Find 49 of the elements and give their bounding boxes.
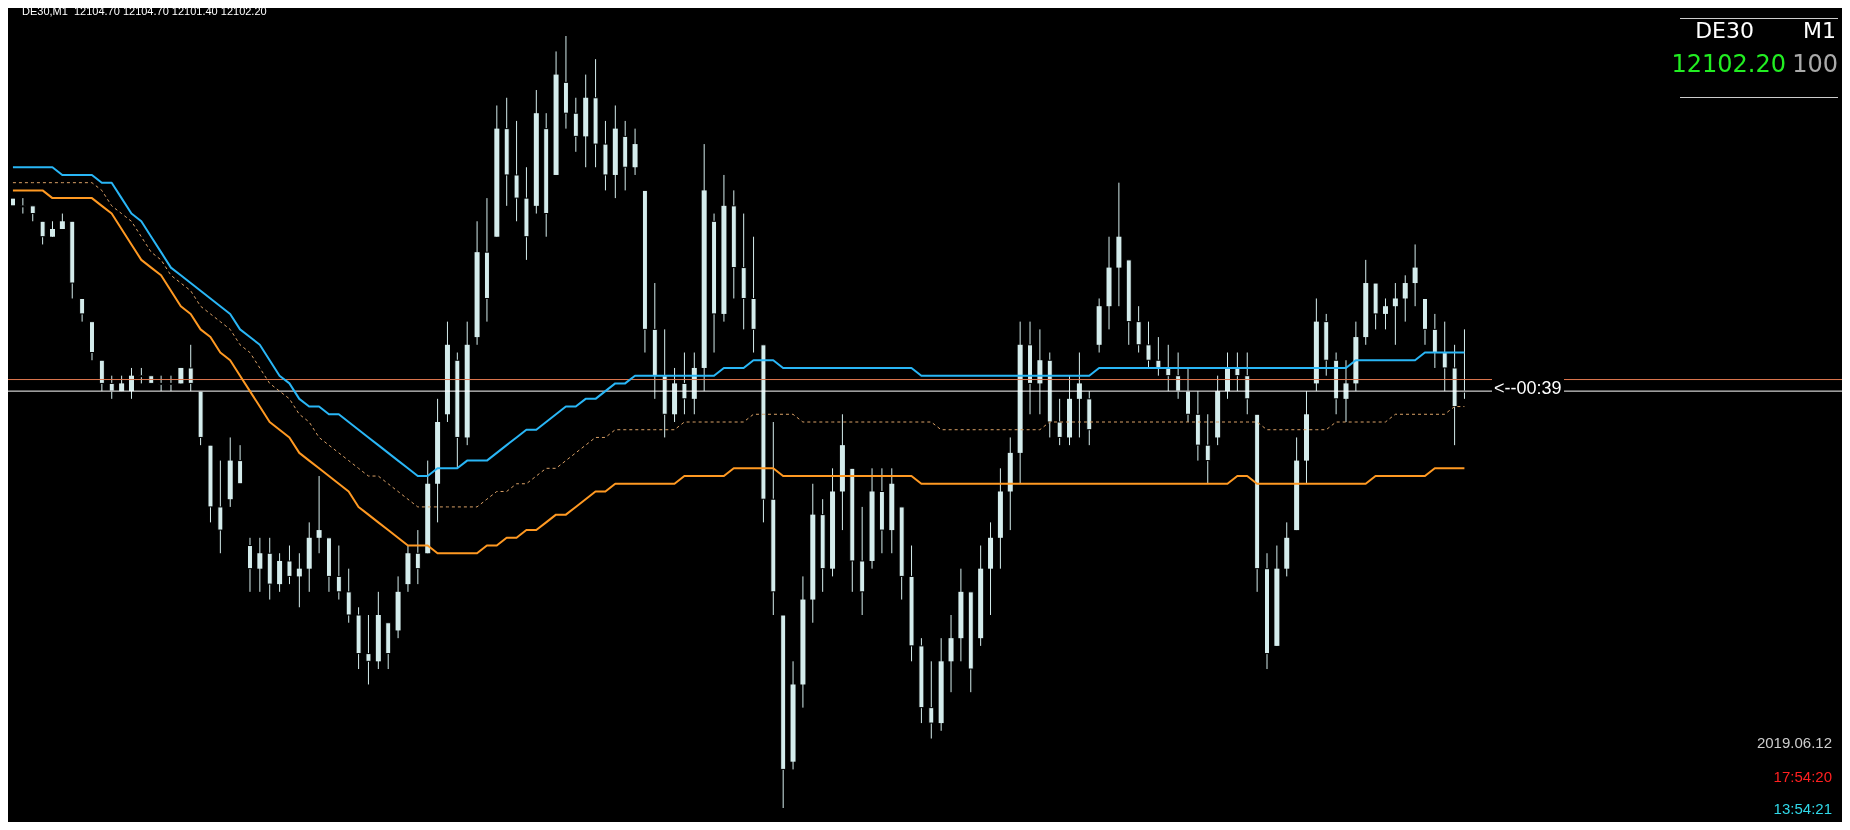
candlestick [79,297,86,323]
candlestick [1441,321,1448,392]
candlestick [296,552,302,608]
candlestick [365,614,372,685]
candlestick [286,545,293,585]
candlestick [1412,243,1418,307]
candlestick [572,97,579,153]
candlestick [1431,313,1438,369]
candlestick [316,475,322,554]
candlestick [345,568,352,624]
candlestick [1145,321,1152,369]
candlestick [1392,282,1398,346]
text: M1 [1803,18,1836,45]
candlestick [948,614,954,693]
text: DE30 [1695,18,1754,45]
candlestick [928,660,935,740]
candlestick [1382,297,1388,330]
candlestick [237,444,244,485]
candlestick [1343,359,1349,423]
candlestick [1076,352,1082,438]
candlestick [681,352,688,415]
text: 17:54:20 [1773,768,1832,786]
candlestick [277,552,283,593]
candlestick [187,344,194,392]
candlestick [1234,352,1241,392]
candlestick [246,537,253,593]
candlestick [1204,413,1211,485]
candlestick [98,359,105,392]
candlestick [632,128,638,176]
candlestick [414,529,421,585]
candlestick [217,460,224,554]
text: 12102.20 [1671,50,1786,79]
candlestick [1056,398,1063,446]
candlestick [158,375,165,392]
candlestick [19,197,26,215]
text: 2019.06.12 [1756,734,1832,752]
candlestick [513,120,520,222]
text: 13:54:21 [1773,800,1832,818]
candlestick [257,537,263,593]
chart-title: DE30,M1 12104.70 12104.70 12101.40 12102.20 [22,7,267,17]
text: 100 [1792,50,1838,79]
candlestick [1185,367,1192,423]
candlestick [167,375,174,392]
candlestick [1155,336,1162,377]
candlestick [1402,274,1408,323]
text: <--00:39 [1492,378,1564,400]
candlestick [335,545,342,601]
candlestick [39,220,46,245]
candlestick [1135,305,1142,354]
